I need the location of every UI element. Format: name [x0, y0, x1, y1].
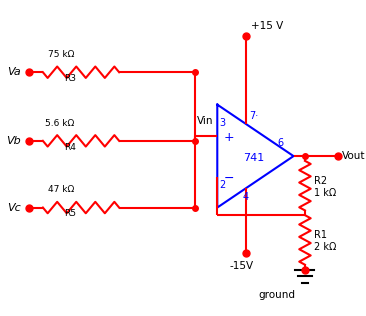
Text: R3: R3	[64, 74, 76, 83]
Text: Va: Va	[7, 67, 21, 77]
Text: 7·: 7·	[249, 111, 258, 121]
Text: 47 kΩ: 47 kΩ	[48, 185, 74, 194]
Text: 1 kΩ: 1 kΩ	[314, 188, 337, 198]
Text: 2: 2	[219, 179, 225, 190]
Text: -15V: -15V	[229, 261, 253, 271]
Text: 75 kΩ: 75 kΩ	[48, 50, 74, 59]
Text: R4: R4	[64, 143, 76, 152]
Text: −: −	[224, 172, 234, 185]
Text: 4: 4	[243, 192, 249, 202]
Text: 6: 6	[278, 138, 284, 149]
Text: 2 kΩ: 2 kΩ	[314, 242, 337, 252]
Text: 5.6 kΩ: 5.6 kΩ	[45, 118, 74, 127]
Text: Vin: Vin	[197, 116, 214, 126]
Text: R2: R2	[314, 176, 328, 186]
Text: +15 V: +15 V	[251, 21, 283, 31]
Text: ground: ground	[258, 290, 295, 301]
Text: 3: 3	[219, 118, 225, 128]
Text: Vb: Vb	[6, 136, 21, 146]
Text: 741: 741	[243, 153, 264, 163]
Text: Vc: Vc	[7, 203, 21, 213]
Text: Vout: Vout	[342, 151, 366, 161]
Text: R5: R5	[64, 210, 76, 218]
Text: R1: R1	[314, 230, 328, 240]
Text: +: +	[223, 131, 234, 144]
